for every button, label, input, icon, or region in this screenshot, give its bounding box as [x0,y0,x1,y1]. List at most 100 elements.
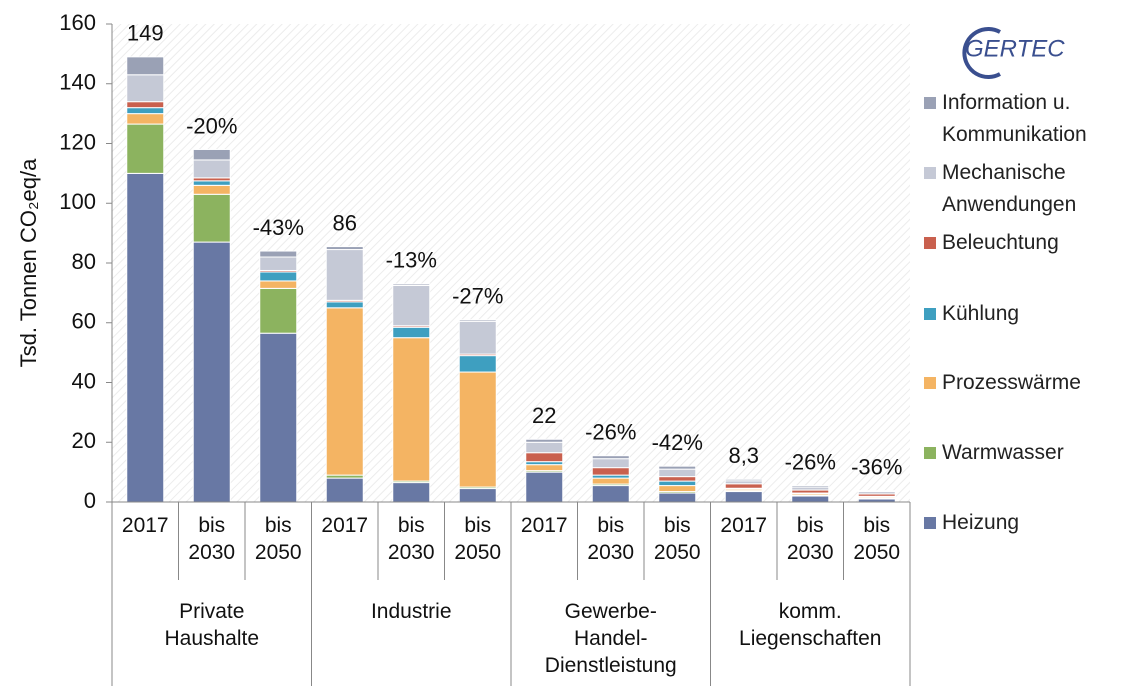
bar-segment [192,159,231,179]
x-tick-label: bis 2050 [254,514,302,564]
bar-segment [126,101,165,109]
bar-segment [591,458,630,469]
legend-swatch [924,447,936,459]
bar-segment [658,485,697,493]
x-tick-label: bis 2050 [853,514,901,564]
bar-segment [325,249,364,301]
group-label: Private Haushalte [164,600,260,650]
x-tick-label: bis 2030 [786,514,834,564]
bar-segment [259,280,298,289]
group-label: Industrie [370,600,452,623]
bar-segment [259,332,298,503]
x-tick-label: bis 2050 [454,514,502,564]
bar-segment [259,287,298,334]
legend-swatch [924,517,936,529]
x-tick-label: bis 2030 [188,514,236,564]
bar-segment [392,326,431,339]
group-label: komm. Liegenschaften [739,600,882,650]
bar-segment [525,438,564,443]
bar-segment [591,485,630,503]
bar-segment [325,477,364,503]
bar-segment [791,485,830,488]
group-label: Gewerbe-Handel-Dienstleistung [544,600,677,677]
bar-segment [658,468,697,478]
bar-segment [325,301,364,309]
bar-segment [126,113,165,125]
bar-label: 149 [127,21,164,46]
legend-label: Information u. Kommunikation [942,91,1087,146]
legend-swatch [924,97,936,109]
legend-label: Beleuchtung [942,231,1059,254]
bar-segment [458,488,497,503]
bar-segment [392,284,431,327]
x-tick-label: bis 2030 [387,514,435,564]
bar-segment [658,492,697,503]
y-tick-label: 140 [59,70,96,95]
y-tick-label: 120 [59,129,96,154]
bar-segment [192,148,231,161]
bar-segment [525,441,564,454]
bar-segment [192,180,231,186]
bar-segment [325,246,364,251]
bar-segment [525,452,564,463]
legend-swatch [924,377,936,389]
bar-segment [126,74,165,103]
bar-segment [724,483,763,489]
bar-segment [458,319,497,322]
plot-area [112,24,910,502]
bar-segment [259,256,298,271]
logo: GERTEC [965,35,1065,62]
bar-segment [857,490,896,493]
legend-label: Warmwasser [942,441,1064,464]
bar-label: -27% [452,284,503,309]
y-tick-label: 0 [84,488,96,513]
y-tick-label: 20 [72,428,96,453]
x-tick-label: 2017 [121,514,169,537]
x-tick-label: 2017 [520,514,568,537]
bar-segment [591,467,630,476]
bar-segment [126,172,165,503]
bar-segment [724,478,763,482]
y-axis-label: Tsd. Tonnen CO₂eq/a [16,158,41,367]
y-tick-label: 60 [72,309,96,334]
legend-label: Kühlung [942,302,1020,325]
bar-segment [325,307,364,476]
bar-segment [392,283,431,286]
x-tick-label: 2017 [321,514,369,537]
y-tick-label: 80 [72,249,96,274]
x-tick-label: 2017 [720,514,768,537]
bar-label: 22 [532,403,556,428]
x-tick-label: bis 2030 [587,514,635,564]
bar-segment [658,465,697,470]
bar-segment [525,471,564,503]
bar-label: -20% [186,113,237,138]
bar-segment [192,193,231,243]
bar-segment [458,320,497,355]
bar-segment [259,271,298,282]
bar-segment [658,480,697,487]
logo-arc [962,27,1001,79]
bar-label: 8,3 [728,443,759,468]
bar-segment [126,56,165,76]
bar-label: -43% [253,215,304,240]
bar-label: -26% [585,420,636,445]
bar-segment [458,371,497,488]
legend-swatch [924,237,936,249]
bar-segment [591,455,630,460]
bar-segment [259,250,298,258]
bar-segment [392,337,431,482]
bar-segment [591,477,630,485]
bar-segment [724,491,763,503]
legend-swatch [924,167,936,179]
legend-swatch [924,308,936,320]
bar-segment [392,482,431,503]
x-tick-label: bis 2050 [653,514,701,564]
bar-segment [791,495,830,503]
bar-segment [525,464,564,472]
y-tick-label: 160 [59,10,96,35]
y-tick-label: 40 [72,368,96,393]
bar-segment [658,476,697,482]
bar-segment [126,123,165,174]
